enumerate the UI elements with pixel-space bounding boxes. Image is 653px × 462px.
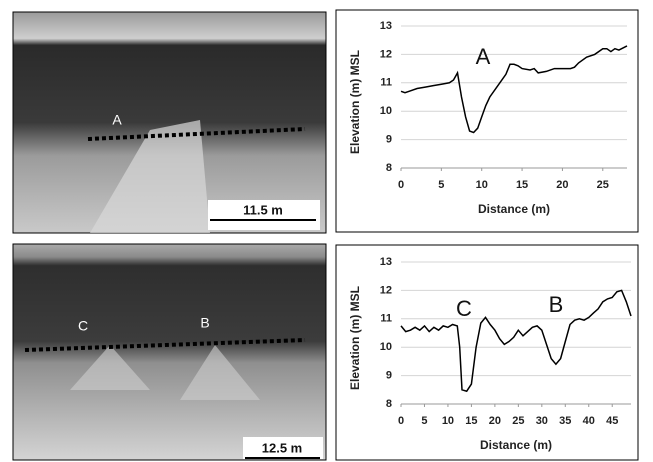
y-tick-label: 11	[380, 77, 392, 89]
y-tick-label: 12	[380, 284, 392, 296]
y-tick-label: 13	[380, 20, 392, 32]
photo-sand	[70, 345, 260, 400]
x-axis-label: Distance (m)	[480, 438, 552, 452]
annotation: C	[456, 296, 472, 321]
x-tick-label: 10	[442, 415, 454, 427]
photo-sand	[90, 120, 210, 233]
photo-label: A	[112, 112, 122, 128]
y-tick-label: 9	[386, 134, 392, 146]
scale-label: 11.5 m	[243, 202, 283, 217]
y-axis-label: Elevation (m) MSL	[348, 286, 362, 390]
y-tick-label: 10	[380, 341, 392, 353]
x-tick-label: 40	[583, 415, 595, 427]
profile-line	[400, 289, 632, 393]
x-tick-label: 15	[465, 415, 477, 427]
photo	[12, 243, 327, 461]
x-tick-label: 15	[516, 179, 528, 191]
scale-box	[243, 437, 323, 459]
x-tick-label: 25	[512, 415, 524, 427]
annotation: A	[476, 44, 491, 69]
scale-box	[208, 200, 320, 230]
scale-label: 12.5 m	[262, 440, 302, 455]
profile-line	[400, 45, 628, 134]
y-axis-label: Elevation (m) MSL	[348, 50, 362, 154]
photo-label: C	[78, 318, 88, 334]
annotation: B	[549, 292, 564, 317]
x-tick-label: 35	[559, 415, 571, 427]
transect	[87, 127, 306, 141]
x-tick-label: 5	[438, 179, 444, 191]
y-tick-label: 8	[386, 162, 392, 174]
y-tick-label: 11	[380, 313, 392, 325]
x-tick-label: 30	[536, 415, 548, 427]
transect	[24, 338, 306, 352]
x-tick-label: 20	[556, 179, 568, 191]
y-tick-label: 12	[380, 48, 392, 60]
y-tick-label: 9	[386, 370, 392, 382]
chart-frame	[335, 9, 639, 233]
x-axis-label: Distance (m)	[478, 202, 550, 216]
x-tick-label: 20	[489, 415, 501, 427]
chart-frame	[335, 244, 639, 461]
x-tick-label: 10	[476, 179, 488, 191]
y-tick-label: 8	[386, 398, 392, 410]
x-tick-label: 0	[398, 415, 404, 427]
x-tick-label: 0	[398, 179, 404, 191]
y-tick-label: 10	[380, 105, 392, 117]
x-tick-label: 5	[421, 415, 427, 427]
photo-label: B	[200, 315, 209, 331]
x-tick-label: 25	[597, 179, 609, 191]
y-tick-label: 13	[380, 256, 392, 268]
x-tick-label: 45	[606, 415, 618, 427]
